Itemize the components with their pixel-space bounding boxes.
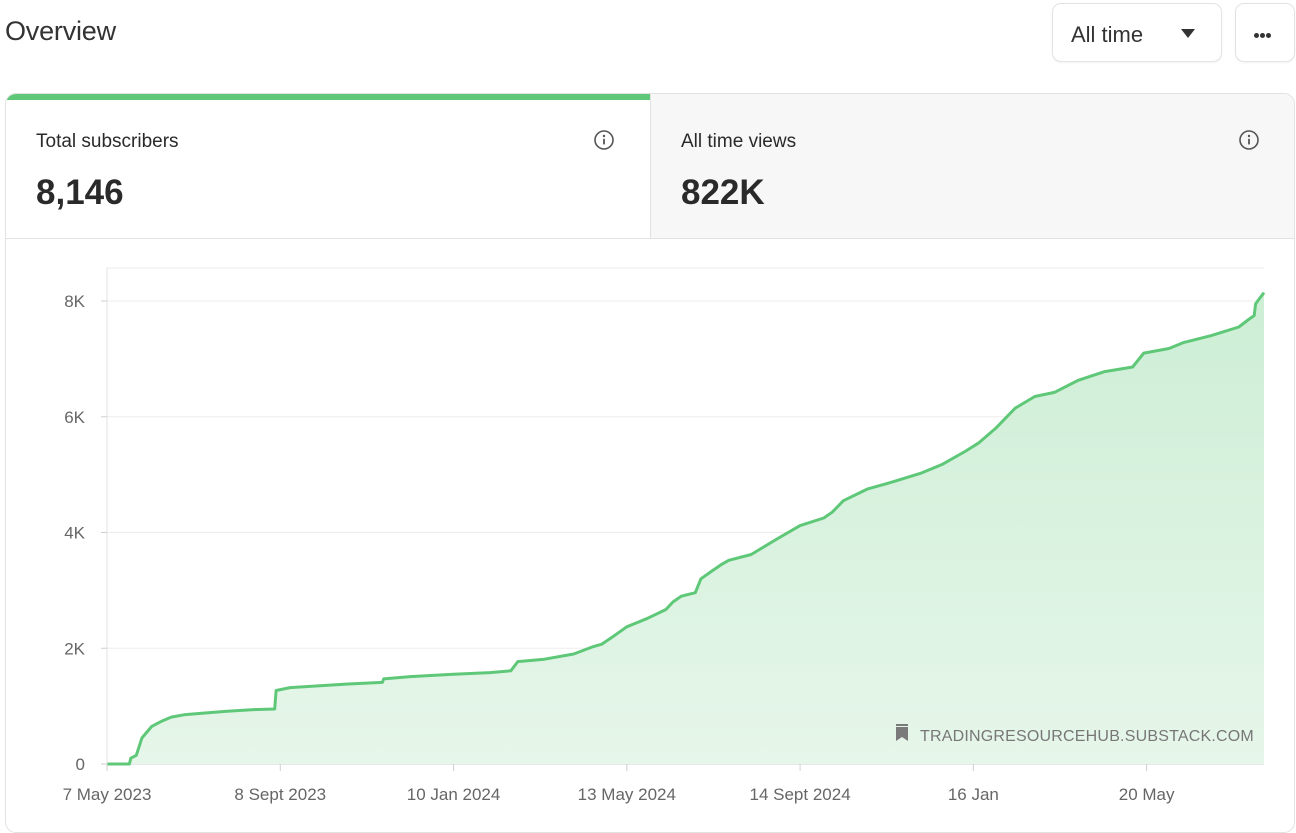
tab-all-time-views[interactable]: All time views 822K — [650, 94, 1294, 239]
y-tick-label: 4K — [64, 524, 85, 543]
views-count: 822K — [681, 173, 765, 212]
tab-label: Total subscribers — [36, 131, 179, 152]
x-tick-label: 7 May 2023 — [63, 785, 152, 804]
watermark-text: TRADINGRESOURCEHUB.SUBSTACK.COM — [920, 728, 1254, 745]
tab-label: All time views — [681, 131, 797, 152]
subscribers-chart: 0 2K 4K 6K 8K 7 May 2023 8 Sept 2023 10 Jan 202… — [63, 267, 1266, 804]
watermark: TRADINGRESOURCEHUB.SUBSTACK.COM — [896, 724, 1254, 745]
subscriber-count: 8,146 — [36, 173, 124, 212]
x-tick-label: 16 Jan — [948, 785, 999, 804]
ellipsis-icon — [1254, 30, 1272, 41]
info-icon[interactable] — [1239, 130, 1259, 150]
caret-down-icon — [1181, 29, 1195, 38]
time-range-label: All time — [1071, 22, 1144, 47]
series-line — [107, 291, 1266, 766]
x-tick-label: 13 May 2024 — [578, 785, 676, 804]
y-tick-label: 2K — [64, 639, 85, 658]
tab-total-subscribers[interactable]: Total subscribers 8,146 — [6, 94, 650, 239]
more-options-button[interactable] — [1235, 3, 1295, 62]
info-icon[interactable] — [594, 130, 614, 150]
series-area — [107, 292, 1264, 764]
x-tick-label: 14 Sept 2024 — [750, 785, 851, 804]
x-tick-label: 10 Jan 2024 — [407, 785, 501, 804]
y-tick-label: 6K — [64, 408, 85, 427]
time-range-select[interactable]: All time — [1052, 3, 1222, 62]
page-title: Overview — [5, 16, 116, 46]
bookmark-icon — [896, 724, 908, 741]
x-tick-label: 20 May — [1119, 785, 1175, 804]
y-tick-label: 0 — [76, 755, 85, 774]
x-tick-label: 8 Sept 2023 — [234, 785, 326, 804]
y-tick-label: 8K — [64, 292, 85, 311]
